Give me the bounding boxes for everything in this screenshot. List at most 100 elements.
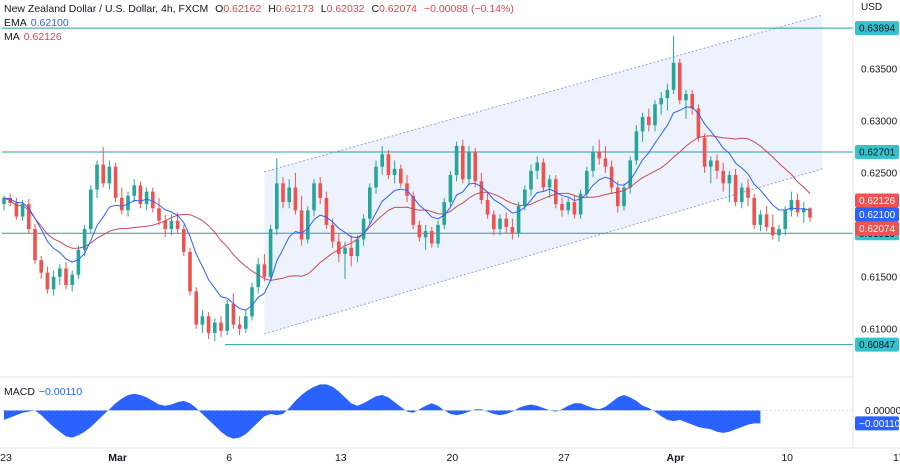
candle-body [89,189,93,230]
candle-body [231,303,236,325]
candle [572,195,577,219]
candle-body [219,322,223,331]
ema-row[interactable]: EMA 0.62100 [4,16,518,30]
ema-label: EMA [4,17,27,29]
candle [324,191,329,230]
x-tick-label: 13 [335,452,347,464]
ema-value: 0.62100 [30,17,69,29]
candle-body [330,224,335,242]
candle [361,214,366,246]
candle [374,160,378,194]
ema-line[interactable] [3,106,811,311]
candle-body [498,218,502,230]
candle-body [492,214,496,230]
candle-body [39,260,43,273]
candle [163,214,167,238]
candle-body [628,160,632,188]
macd-badge-text: −0.00110 [859,419,900,430]
candle [355,235,360,263]
candle-body [423,231,428,238]
candle-body [417,224,422,238]
candle [188,247,192,296]
candle [547,175,552,198]
candle-body [256,264,260,288]
candle [795,193,800,217]
candle-body [206,316,211,333]
ohlc-open: O0.62162 [215,3,262,15]
candle [33,223,37,265]
candle [578,189,583,219]
candle [337,233,341,263]
ohlc-close: C0.62074 [371,3,418,15]
candle-body [634,131,639,161]
candle-body [690,93,694,109]
candle [733,168,738,207]
candle [634,125,639,165]
candle-body [448,175,453,203]
ma-line[interactable] [3,135,811,282]
candle-body [200,316,205,325]
candle-body [70,274,74,286]
candle-body [107,166,112,184]
candle [157,197,161,225]
candle [808,207,812,222]
candle-body [653,104,657,126]
candle-body [101,164,105,184]
candle-body [727,175,732,184]
candle-body [510,226,515,234]
x-tick-label: 27 [558,452,570,464]
candle [529,164,533,196]
candle [740,183,744,209]
level-badge-bg [855,337,899,352]
candle-body [504,218,508,227]
candle-body [244,316,248,329]
candle [299,195,304,246]
candle [473,148,477,188]
candle [492,210,496,236]
candle-body [2,197,6,205]
channel-upper-line[interactable] [264,14,823,173]
ma-row[interactable]: MA 0.62126 [4,30,518,44]
x-tick-label: 17 [893,452,900,464]
candle [566,197,570,215]
candle-body [392,168,397,176]
price-badge-bg [855,221,899,236]
macd-legend[interactable]: MACD −0.00110 [4,386,82,398]
candle-body [14,203,19,217]
candle [219,316,223,338]
symbol-title[interactable]: New Zealand Dollar / U.S. Dollar, 4h, FX… [4,3,209,15]
candle-body [182,229,186,252]
candle [120,187,124,215]
candle [64,262,68,290]
candle-body [640,116,645,132]
candle [70,270,74,292]
candle-body [324,197,329,225]
candle-body [299,210,304,240]
price-badge: 0.62126 [855,193,899,208]
candle [454,141,459,182]
candle [101,146,105,188]
candle-body [665,89,670,99]
candle-body [684,93,688,101]
candle-body [95,164,99,190]
candle [287,179,291,209]
candle [405,175,409,203]
candle-body [622,187,626,207]
candle-body [566,202,570,211]
candle [721,162,725,192]
candle-body [64,268,68,286]
x-tick-label: Mar [108,452,127,464]
y-tick-label: 0.61000 [861,324,898,335]
macd-area[interactable] [4,384,761,439]
candle [349,235,353,267]
candle [591,145,595,178]
candle-body [76,249,81,275]
candle [368,183,372,225]
macd-badge: −0.00110 [855,416,900,431]
ohlc-high: H0.62173 [268,3,314,15]
candle [237,316,242,335]
candle [14,197,19,220]
candle [696,104,701,142]
candle [504,212,508,234]
